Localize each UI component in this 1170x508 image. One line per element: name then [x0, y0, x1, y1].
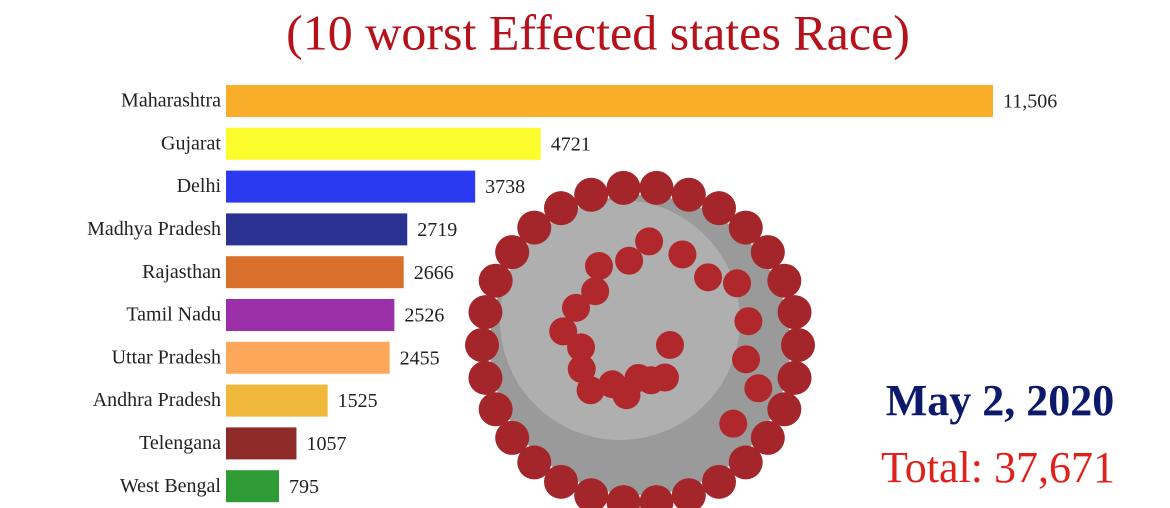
category-label: Tamil Nadu — [126, 304, 221, 326]
virus-illustration — [465, 170, 815, 508]
value-label: 2526 — [404, 305, 444, 327]
virus-spike — [478, 392, 513, 427]
virus-spike — [615, 246, 644, 275]
virus-spike — [719, 409, 748, 438]
category-label: Madhya Pradesh — [87, 218, 221, 240]
virus-spike — [544, 191, 578, 226]
category-label: Delhi — [177, 175, 222, 197]
category-label: Uttar Pradesh — [112, 346, 221, 368]
virus-spike — [517, 445, 552, 480]
bar — [226, 256, 404, 289]
value-label: 2455 — [400, 347, 440, 369]
virus-spike — [639, 485, 674, 508]
virus-spike — [567, 355, 596, 384]
virus-spike — [734, 307, 763, 336]
bar — [226, 127, 541, 160]
virus-spike — [576, 376, 605, 405]
category-label: Telengana — [139, 432, 221, 454]
date-label: May 2, 2020 — [886, 376, 1115, 425]
virus-spike — [750, 235, 785, 270]
virus-spike — [468, 360, 503, 395]
virus-spike — [561, 293, 590, 322]
category-label: Gujarat — [161, 132, 221, 154]
virus-spike — [671, 478, 706, 508]
category-label: Andhra Pradesh — [93, 389, 221, 411]
virus-spike — [777, 295, 812, 330]
bar — [226, 427, 297, 460]
value-label: 3738 — [485, 176, 525, 198]
category-label: Rajasthan — [142, 261, 221, 283]
bar — [226, 299, 395, 331]
virus-spike — [598, 370, 627, 399]
virus-spike — [478, 263, 513, 298]
value-label: 2666 — [414, 262, 454, 284]
virus-spike — [574, 478, 609, 508]
category-label: Maharashtra — [121, 90, 221, 112]
virus-spike — [744, 374, 773, 403]
virus-spike — [606, 485, 641, 508]
bar — [226, 213, 408, 246]
total-label: Total: 37,671 — [881, 443, 1115, 492]
virus-spike — [656, 331, 684, 359]
virus-spike — [694, 263, 723, 292]
bars: Maharashtra 11,506 Gujarat 4721 Delhi 3738 Mad… — [87, 85, 1057, 503]
value-label: 11,506 — [1003, 91, 1057, 113]
virus-spike — [750, 420, 785, 455]
bar — [226, 85, 993, 117]
virus-spike — [728, 445, 763, 480]
value-label: 1057 — [306, 433, 346, 455]
virus-spike — [732, 345, 761, 374]
virus-spike — [468, 295, 503, 330]
bar — [226, 384, 328, 417]
bar — [226, 470, 279, 503]
virus-spike — [702, 191, 736, 226]
virus-spike — [702, 464, 736, 499]
virus-spike — [624, 363, 653, 392]
virus-spike — [777, 360, 812, 395]
category-label: West Bengal — [120, 475, 222, 497]
bar — [226, 341, 390, 374]
virus-spike — [671, 177, 706, 212]
virus-spike — [465, 328, 499, 362]
virus-spike — [544, 464, 578, 499]
virus-spike — [767, 263, 802, 298]
chart-title: (10 worst Effected states Race) — [286, 4, 910, 60]
virus-spike — [574, 177, 609, 212]
value-label: 2719 — [417, 219, 457, 241]
virus-spike — [581, 277, 610, 306]
virus-spike — [639, 170, 674, 205]
virus-spike — [767, 392, 802, 427]
bar — [226, 170, 476, 203]
virus-spike — [495, 420, 530, 455]
virus-spike — [584, 252, 613, 281]
virus-spike — [567, 333, 596, 362]
virus-spike — [549, 317, 578, 346]
value-label: 795 — [289, 476, 319, 498]
virus-spike — [728, 210, 763, 245]
virus-spike — [495, 235, 530, 270]
virus-spike — [781, 328, 815, 362]
virus-spike — [517, 210, 552, 245]
virus-spike — [723, 269, 752, 298]
virus-spike — [635, 227, 664, 256]
value-label: 1525 — [338, 390, 378, 412]
virus-spike — [606, 170, 641, 205]
virus-spike — [668, 240, 697, 269]
value-label: 4721 — [551, 133, 591, 155]
